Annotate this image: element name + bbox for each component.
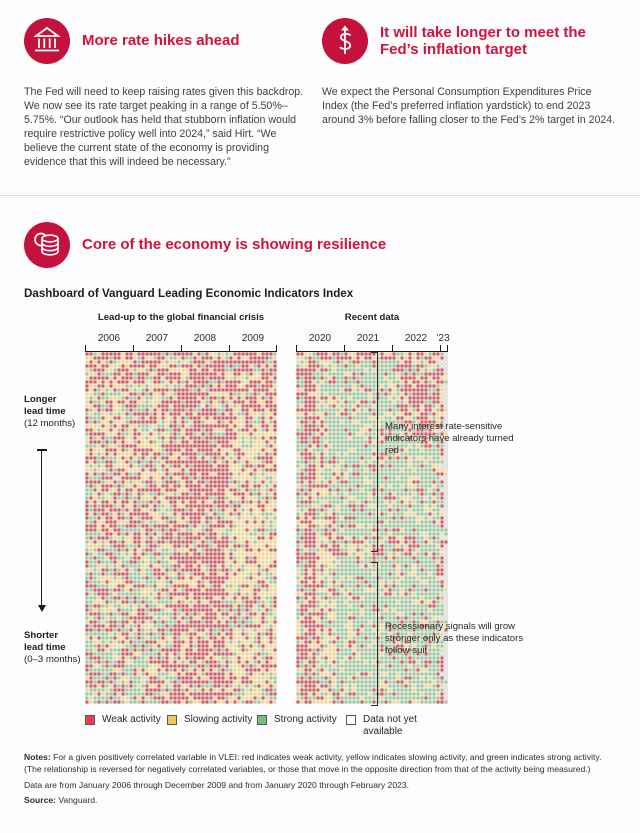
legend-label: Slowing activity [184,714,253,725]
section-resilience: Core of the economy is showing resilienc… [24,222,386,268]
year-tick [392,345,394,351]
legend-label: Data not yet available [363,714,417,737]
legend-item: Data not yet available [346,714,433,738]
year-label: 2021 [356,333,380,344]
bank-icon [24,18,70,64]
panel-header-recent: Recent data [344,312,400,323]
legend-swatch [257,715,267,725]
gfc-year-axis: 2006 2007 2008 2009 [85,333,278,352]
inflation-title: It will take longer to meet the Fed’s in… [380,23,586,58]
annotation-rate-sensitive: Many interest rate-sensitive indicators … [385,421,514,457]
annotation-recessionary: Recessionary signals will grow stronger … [385,621,524,657]
dollar-icon [322,18,368,64]
footnotes: Notes: For a given positively correlated… [24,751,618,810]
lead-time-arrowhead-icon [37,605,46,612]
rate-hikes-title: More rate hikes ahead [82,32,240,50]
section-inflation: It will take longer to meet the Fed’s in… [322,18,616,127]
year-tick [447,345,449,351]
year-label: 2006 [97,333,121,344]
recent-year-axis: 2020 2021 2022 ’23 [296,333,450,352]
notes-line: Notes: For a given positively correlated… [24,752,602,775]
year-label: 2007 [145,333,169,344]
source-line: Source: Vanguard. [24,795,98,806]
resilience-title: Core of the economy is showing resilienc… [82,236,387,254]
year-tick [181,345,183,351]
lead-time-arrow-top [37,449,47,451]
legend-swatch [346,715,356,725]
dashboard-title: Dashboard of Vanguard Leading Economic I… [24,287,354,300]
year-tick [85,345,87,351]
year-tick [440,345,442,351]
year-label: 2009 [241,333,265,344]
data-range-line: Data are from January 2006 through Decem… [24,779,410,790]
year-label: 2022 [404,333,428,344]
bracket-bottom [371,562,378,706]
shorter-lead-time-label: Shorter lead time (0–3 months) [24,630,81,666]
section-divider [0,195,640,196]
legend-swatch [167,715,177,725]
year-tick [133,345,135,351]
legend-label: Weak activity [102,714,161,725]
section-rate-hikes: More rate hikes ahead The Fed will need … [24,18,308,169]
legend-item: Weak activity [85,714,161,726]
year-tick [276,345,278,351]
legend-item: Slowing activity [167,714,252,726]
coins-icon [24,222,70,268]
legend-item: Strong activity [257,714,337,726]
gfc-heatmap [85,352,277,704]
year-label: 2008 [193,333,217,344]
longer-lead-time-label: Longer lead time (12 months) [24,394,76,430]
year-tick [344,345,346,351]
vlei-dashboard-chart: Lead-up to the global financial crisis R… [0,310,640,746]
legend-label: Strong activity [274,714,337,725]
year-label: 2020 [308,333,332,344]
year-tick [296,345,298,351]
rate-hikes-body: The Fed will need to keep raising rates … [24,86,304,169]
year-label: ’23 [436,333,450,344]
inflation-body: We expect the Personal Consumption Expen… [322,86,616,127]
recent-heatmap [296,352,448,704]
bracket-top [371,352,378,552]
lead-time-arrow [41,450,43,606]
legend-swatch [85,715,95,725]
year-tick [229,345,231,351]
panel-header-gfc: Lead-up to the global financial crisis [97,312,265,323]
